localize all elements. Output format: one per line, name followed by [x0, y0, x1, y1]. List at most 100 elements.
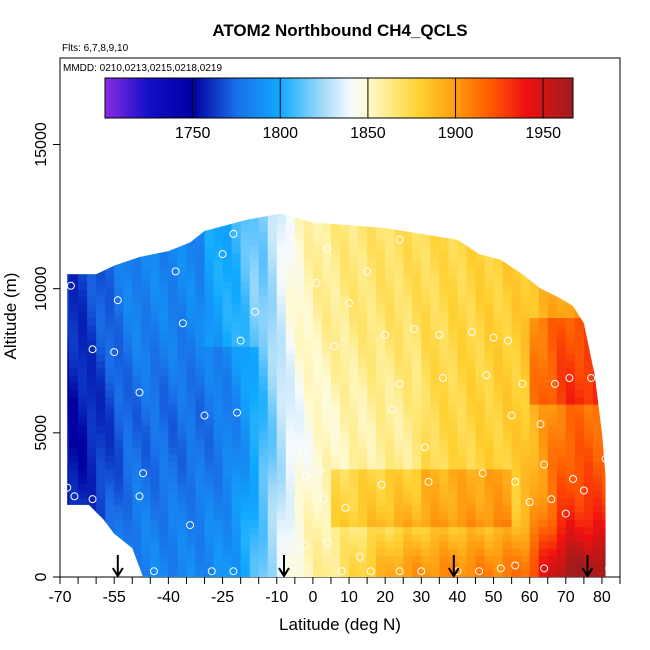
heatmap-cell: [312, 526, 323, 535]
heatmap-cell: [213, 238, 224, 247]
heatmap-cell: [574, 483, 585, 492]
heatmap-cell: [276, 483, 287, 492]
heatmap-cell: [430, 461, 440, 470]
heatmap-cell: [330, 411, 341, 420]
heatmap-cell: [276, 259, 287, 268]
heatmap-cell: [349, 418, 359, 427]
heatmap-cell: [421, 476, 431, 484]
profile-markers: [111, 555, 594, 578]
heatmap-cell: [105, 404, 115, 412]
heatmap-cell: [69, 490, 79, 499]
heatmap-cell: [358, 490, 368, 499]
heatmap-cell: [367, 533, 377, 542]
heatmap-cell: [276, 375, 287, 383]
heatmap-cell: [249, 216, 260, 225]
heatmap-cell: [511, 526, 522, 535]
heatmap-cell: [231, 331, 242, 340]
heatmap-cell: [385, 454, 395, 463]
heatmap-cell: [204, 295, 215, 304]
heatmap-cell: [321, 447, 332, 456]
heatmap-cell: [421, 540, 431, 549]
heatmap-cell: [150, 533, 160, 542]
heatmap-cell: [213, 461, 224, 470]
heatmap-cell: [294, 295, 305, 304]
heatmap-cell: [412, 375, 422, 383]
heatmap-cell: [159, 389, 169, 398]
heatmap-cell: [583, 360, 594, 369]
heatmap-cell: [177, 519, 188, 528]
heatmap-cell: [276, 555, 287, 564]
heatmap-cell: [312, 281, 323, 290]
heatmap-cell: [78, 346, 88, 355]
heatmap-cell: [285, 389, 296, 398]
heatmap-cell: [240, 245, 251, 254]
heatmap-cell: [150, 526, 160, 535]
heatmap-cell: [502, 512, 513, 520]
heatmap-cell: [412, 310, 422, 319]
heatmap-cell: [457, 353, 468, 362]
heatmap-cell: [321, 490, 332, 499]
heatmap-cell: [421, 238, 431, 247]
heatmap-cell: [403, 454, 413, 463]
heatmap-cell: [529, 396, 540, 405]
heatmap-cell: [376, 526, 386, 535]
heatmap-cell: [520, 562, 531, 571]
heatmap-cell: [511, 512, 522, 520]
heatmap-cell: [466, 497, 477, 506]
heatmap-cell: [78, 353, 88, 362]
heatmap-cell: [168, 562, 179, 571]
colorbar: 1750 1800 1850 1900 1950: [104, 77, 574, 142]
heatmap-cell: [204, 288, 215, 297]
heatmap-cell: [312, 223, 323, 232]
heatmap-cell: [340, 267, 350, 275]
y-tick-label: 0: [33, 572, 50, 581]
heatmap-cell: [520, 411, 531, 420]
heatmap-cell: [267, 512, 278, 520]
heatmap-cell: [502, 519, 513, 528]
heatmap-cell: [367, 483, 377, 492]
heatmap-cell: [412, 252, 422, 261]
heatmap-cell: [502, 555, 513, 564]
heatmap-cell: [385, 512, 395, 520]
heatmap-cell: [204, 476, 215, 484]
heatmap-cell: [276, 548, 287, 556]
heatmap-cell: [376, 569, 386, 577]
heatmap-cell: [78, 461, 88, 470]
heatmap-cell: [538, 497, 549, 506]
heatmap-cell: [87, 295, 97, 304]
heatmap-cell: [340, 504, 350, 513]
heatmap-cell: [556, 375, 567, 383]
heatmap-cell: [258, 454, 269, 463]
heatmap-cell: [466, 281, 477, 290]
heatmap-cell: [132, 295, 142, 304]
heatmap-cell: [376, 418, 386, 427]
heatmap-cell: [421, 468, 431, 477]
heatmap-cell: [529, 490, 540, 499]
heatmap-cell: [538, 353, 549, 362]
heatmap-cell: [141, 389, 151, 398]
heatmap-cell: [330, 497, 341, 506]
heatmap-cell: [394, 425, 404, 434]
heatmap-cell: [67, 360, 70, 369]
heatmap-cell: [195, 468, 206, 477]
heatmap-cell: [430, 353, 440, 362]
heatmap-cell: [529, 324, 540, 333]
heatmap-cell: [403, 526, 413, 535]
heatmap-cell: [475, 382, 486, 391]
heatmap-cell: [150, 353, 160, 362]
heatmap-cell: [547, 461, 558, 470]
heatmap-cell: [159, 447, 169, 456]
heatmap-cell: [240, 353, 251, 362]
heatmap-cell: [240, 339, 251, 347]
heatmap-cell: [439, 483, 449, 492]
heatmap-cell: [285, 231, 296, 239]
heatmap-cell: [520, 519, 531, 528]
heatmap-cell: [421, 360, 431, 369]
heatmap-cell: [394, 476, 404, 484]
heatmap-cell: [222, 512, 233, 520]
heatmap-cell: [222, 274, 233, 283]
heatmap-cell: [276, 245, 287, 254]
heatmap-cell: [231, 259, 242, 268]
heatmap-cell: [412, 303, 422, 311]
heatmap-cell: [213, 281, 224, 290]
